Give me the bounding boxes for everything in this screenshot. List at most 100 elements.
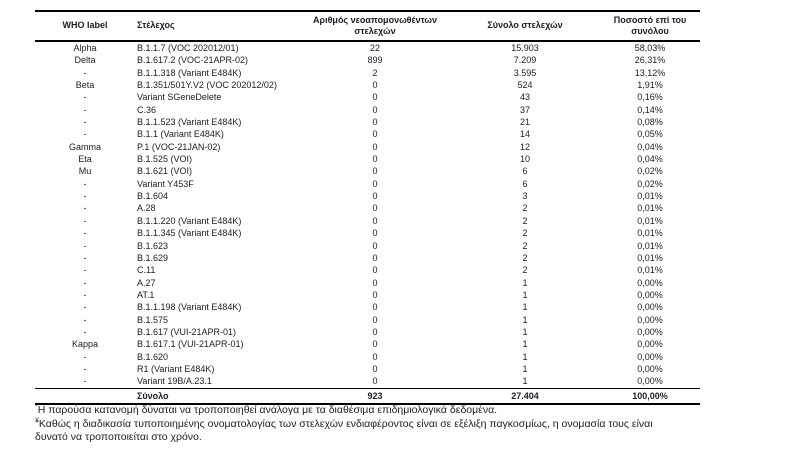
table-header-row: WHO label Στέλεχος Αριθμός νεοαπομονωθέν… [35,11,700,42]
cell-strain: B.1.604 [137,191,169,202]
cell-new-isolates: 0 [372,191,378,202]
total-empty-cell [35,387,135,406]
cell-who-label: Eta [78,154,92,165]
table-row: - C.11 0 2 0,01% [35,264,700,276]
cell-new-isolates: 0 [372,166,378,177]
footnote-1-text: Η παρούσα κατανομή δύναται να τροποποιηθ… [37,404,498,416]
cell-percentage: 0,04% [637,154,663,165]
table-row: - B.1.623 0 2 0,01% [35,240,700,252]
cell-new-isolates: 0 [372,215,378,226]
table-row: Eta B.1.525 (VOI) 0 10 0,04% [35,153,700,165]
table-row: Mu B.1.621 (VOI) 0 6 0,02% [35,165,700,177]
cell-total-strains: 1 [522,277,528,288]
cell-new-isolates: 0 [372,265,378,276]
cell-total-strains: 2 [522,265,528,276]
col-header-new-isolates: Αριθμός νεοαπομονωθέντων στελεχών [300,11,450,42]
cell-who-label: - [83,363,87,374]
cell-new-isolates: 0 [372,289,378,300]
cell-percentage: 0,16% [637,92,663,103]
total-label: Σύνολο [135,387,300,406]
variants-table: WHO label Στέλεχος Αριθμός νεοαπομονωθέν… [35,10,700,406]
footnote-2-marker: ¥ [35,417,39,424]
cell-percentage: 0,04% [637,141,663,152]
table-row: - Variant Y453F 0 6 0,02% [35,178,700,190]
cell-percentage: 0,01% [637,203,663,214]
table-row: - B.1.1.318 (Variant E484K) 2 3.595 13,12% [35,67,700,79]
cell-strain: A.28 [137,203,156,214]
col-header-who-label: WHO label [35,11,135,42]
table-row: - AT.1 0 1 0,00% [35,289,700,301]
table-row: - B.1.1.198 (Variant E484K) 0 1 0,00% [35,301,700,313]
cell-new-isolates: 0 [372,141,378,152]
table-row: - B.1.629 0 2 0,01% [35,252,700,264]
cell-total-strains: 1 [522,314,528,325]
table-row: - A.28 0 2 0,01% [35,202,700,214]
cell-strain: B.1.1.345 (Variant E484K) [137,228,242,239]
cell-who-label: - [83,265,87,276]
table-row: - Variant 19B/A.23.1 0 1 0,00% [35,375,700,388]
cell-new-isolates: 899 [367,55,383,66]
cell-who-label: - [83,351,87,362]
cell-new-isolates: 0 [372,240,378,251]
cell-new-isolates: 0 [372,117,378,128]
cell-percentage: 0,01% [637,228,663,239]
total-total-strains: 27.404 [450,387,600,406]
table-row: - B.1.1 (Variant E484K) 0 14 0,05% [35,128,700,140]
table-row: - Variant SGeneDelete 0 43 0,16% [35,91,700,103]
cell-strain: C.11 [137,265,156,276]
total-percentage: 100,00% [600,387,700,406]
table-total-row: Σύνολο 923 27.404 100,00% [35,387,700,406]
cell-total-strains: 37 [519,104,530,115]
cell-new-isolates: 0 [372,277,378,288]
cell-who-label: - [83,314,87,325]
cell-total-strains: 6 [522,178,528,189]
cell-who-label: - [83,129,87,140]
cell-who-label: Kappa [71,339,99,350]
cell-new-isolates: 0 [372,80,378,91]
cell-percentage: 0,01% [637,265,663,276]
cell-strain: B.1.617 (VUI-21APR-01) [137,326,237,337]
table-row: - B.1.1.523 (Variant E484K) 0 21 0,08% [35,116,700,128]
cell-strain: B.1.1.7 (VOC 202012/01) [137,43,239,53]
cell-who-label: - [83,191,87,202]
cell-new-isolates: 0 [372,154,378,165]
table-row: - B.1.617 (VUI-21APR-01) 0 1 0,00% [35,326,700,338]
cell-total-strains: 7.209 [513,55,537,66]
table-row: - B.1.1.220 (Variant E484K) 0 2 0,01% [35,215,700,227]
footnote-1: *Η παρούσα κατανομή δύναται να τροποποιη… [35,404,657,418]
table-row: Kappa B.1.617.1 (VUI-21APR-01) 0 1 0,00% [35,338,700,350]
cell-percentage: 0,00% [637,351,663,362]
cell-percentage: 0,00% [637,339,663,350]
cell-strain: B.1.617.1 (VUI-21APR-01) [137,339,244,350]
cell-who-label: - [83,117,87,128]
table-row: Gamma P.1 (VOC-21JAN-02) 0 12 0,04% [35,141,700,153]
cell-who-label: - [83,104,87,115]
cell-strain: B.1.1.523 (Variant E484K) [137,117,242,128]
cell-new-isolates: 0 [372,104,378,115]
cell-percentage: 26,31% [634,55,666,66]
cell-strain: B.1.620 [137,351,169,362]
cell-new-isolates: 0 [372,339,378,350]
col-header-percentage: Ποσοστό επί του συνόλου [600,11,700,42]
table-row: - A.27 0 1 0,00% [35,277,700,289]
cell-strain: B.1.575 [137,314,169,325]
cell-total-strains: 1 [522,289,528,300]
cell-total-strains: 43 [519,92,530,103]
cell-total-strains: 1 [522,376,528,387]
cell-percentage: 0,08% [637,117,663,128]
cell-new-isolates: 2 [372,67,378,78]
cell-percentage: 0,00% [637,326,663,337]
cell-strain: R1 (Variant E484K) [137,363,215,374]
cell-total-strains: 2 [522,215,528,226]
table-row: - C.36 0 37 0,14% [35,104,700,116]
cell-strain: B.1.1.318 (Variant E484K) [137,67,242,78]
cell-who-label: - [83,277,87,288]
cell-who-label: Mu [78,166,92,177]
col-header-total-strains: Σύνολο στελεχών [450,11,600,42]
table-row: - B.1.575 0 1 0,00% [35,314,700,326]
cell-new-isolates: 0 [372,92,378,103]
cell-who-label: - [83,67,87,78]
cell-new-isolates: 0 [372,228,378,239]
col-header-strain: Στέλεχος [135,11,300,42]
cell-percentage: 0,14% [637,104,663,115]
